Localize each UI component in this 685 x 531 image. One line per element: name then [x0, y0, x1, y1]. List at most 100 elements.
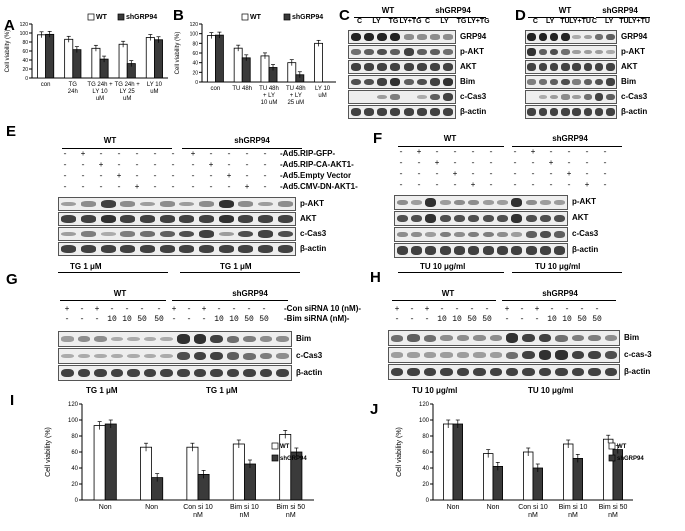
- wt-bar: [314, 42, 323, 83]
- x-category-label: LY 10: [92, 89, 108, 95]
- blot-band: [525, 199, 537, 206]
- blot-band: [100, 215, 116, 223]
- blot-row-label: AKT: [572, 213, 589, 222]
- chart-b: Cell viability (%) 0 20 40 60 80 100 120 con TU 4…: [175, 13, 336, 106]
- treatment-label: -Con siRNA 10 (nM)-: [284, 304, 362, 313]
- blot-band: [238, 245, 254, 253]
- blot-band: [425, 198, 437, 207]
- y-tick-label: 60: [422, 450, 429, 456]
- blot-band: [411, 214, 422, 223]
- shgrp94-bar: [572, 458, 584, 501]
- blot-band: [604, 350, 618, 360]
- blot-band: [199, 201, 214, 207]
- blot-band: [159, 245, 175, 253]
- treatment-value: -: [124, 305, 130, 314]
- blot-band: [538, 94, 548, 100]
- blot-band: [423, 352, 437, 358]
- legend-label: shGRP94: [617, 456, 644, 462]
- c-column-labels: C LY TG LY+TG C LY TG LY+TG: [348, 18, 490, 28]
- blot-band: [243, 335, 256, 343]
- treatment-value: 10: [437, 315, 447, 324]
- treatment-sign: -: [190, 183, 196, 192]
- panel-label-j: J: [370, 401, 379, 418]
- blot-band: [572, 63, 581, 71]
- chart-i: Cell viability (%) 0 20 40 60 80 100 120 Non Non C…: [45, 402, 314, 519]
- treatment-value: +: [201, 305, 207, 314]
- treatment-sign: -: [398, 159, 404, 168]
- blot-band: [159, 230, 175, 238]
- blot-band: [61, 201, 77, 207]
- y-tick-label: 100: [190, 32, 199, 38]
- blot-strip--actin: [388, 364, 620, 380]
- blot-band: [606, 108, 615, 116]
- wt-bar: [260, 55, 270, 83]
- treatment-sign: -: [134, 150, 140, 159]
- treatment-sign: -: [62, 161, 68, 170]
- blot-band: [439, 231, 451, 238]
- blot-band: [143, 368, 157, 378]
- blot-band: [276, 353, 289, 359]
- treatment-sign: -: [62, 183, 68, 192]
- treatment-value: -: [79, 305, 85, 314]
- y-tick-label: 60: [71, 450, 78, 456]
- blot-band: [430, 48, 441, 56]
- blot-band: [538, 79, 548, 85]
- wt-bar: [145, 37, 155, 79]
- treatment-value: +: [534, 305, 540, 314]
- treatment-value: 50: [592, 315, 602, 324]
- blot-band: [110, 353, 124, 359]
- blot-band: [60, 353, 74, 359]
- treatment-value: -: [519, 315, 525, 324]
- blot-band: [416, 94, 427, 100]
- blot-row-label: β-actin: [621, 106, 648, 116]
- blot-band: [549, 78, 559, 86]
- treatment-sign: -: [512, 181, 518, 190]
- treatment-value: -: [409, 305, 415, 314]
- x-category-label: LY 10: [147, 82, 163, 88]
- blot-band: [525, 230, 537, 238]
- treatment-sign: +: [452, 170, 458, 179]
- treatment-sign: -: [530, 170, 536, 179]
- x-category-label: Bim si 50: [276, 504, 305, 511]
- y-tick-label: 60: [22, 49, 28, 55]
- blot-band: [505, 333, 519, 343]
- blot-band: [127, 336, 140, 342]
- treatment-sign: -: [226, 161, 232, 170]
- blot-band: [522, 333, 535, 343]
- x-category-label: TG 24h +: [87, 82, 113, 88]
- treatment-sign: +: [244, 183, 250, 192]
- blot-band: [572, 108, 581, 116]
- blot-band: [572, 34, 581, 40]
- blot-band: [243, 352, 256, 360]
- treatment-sign: -: [434, 148, 440, 157]
- blot-band: [540, 246, 551, 255]
- blot-band: [390, 352, 404, 358]
- blot-band: [276, 368, 289, 378]
- x-category-label: Non: [99, 504, 112, 511]
- blot-band: [473, 367, 486, 377]
- treatment-sign: -: [452, 159, 458, 168]
- treatment-value: -: [94, 315, 100, 324]
- blot-band: [377, 63, 388, 71]
- blot-band: [377, 78, 388, 86]
- blot-band: [468, 231, 480, 238]
- blot-band: [583, 78, 593, 86]
- y-tick-label: 40: [422, 466, 429, 472]
- h-sh-label: shGRP94: [542, 289, 578, 298]
- f-treatment-matrix: - + - - - - - + - - - - - - + - - - - - + - - - - - - + - - - - - + - - - - - -…: [396, 148, 626, 194]
- x-category-label: uM: [96, 96, 104, 102]
- blot-band: [443, 49, 454, 55]
- blot-strip-c-cas3: [58, 348, 292, 364]
- treatment-sign: -: [62, 150, 68, 159]
- blot-band: [425, 246, 437, 255]
- e-bottom-sh: TG 1 μM: [220, 262, 252, 271]
- treatment-sign: -: [80, 161, 86, 170]
- treatment-sign: -: [512, 159, 518, 168]
- blot-band: [540, 230, 551, 239]
- lane-label: C: [424, 18, 431, 25]
- blot-band: [468, 199, 480, 206]
- x-category-label: Con si 10: [183, 504, 213, 511]
- blot-band: [468, 246, 480, 255]
- y-axis-title: Cell viability (%): [5, 30, 11, 73]
- blot-strip--actin: [525, 105, 617, 119]
